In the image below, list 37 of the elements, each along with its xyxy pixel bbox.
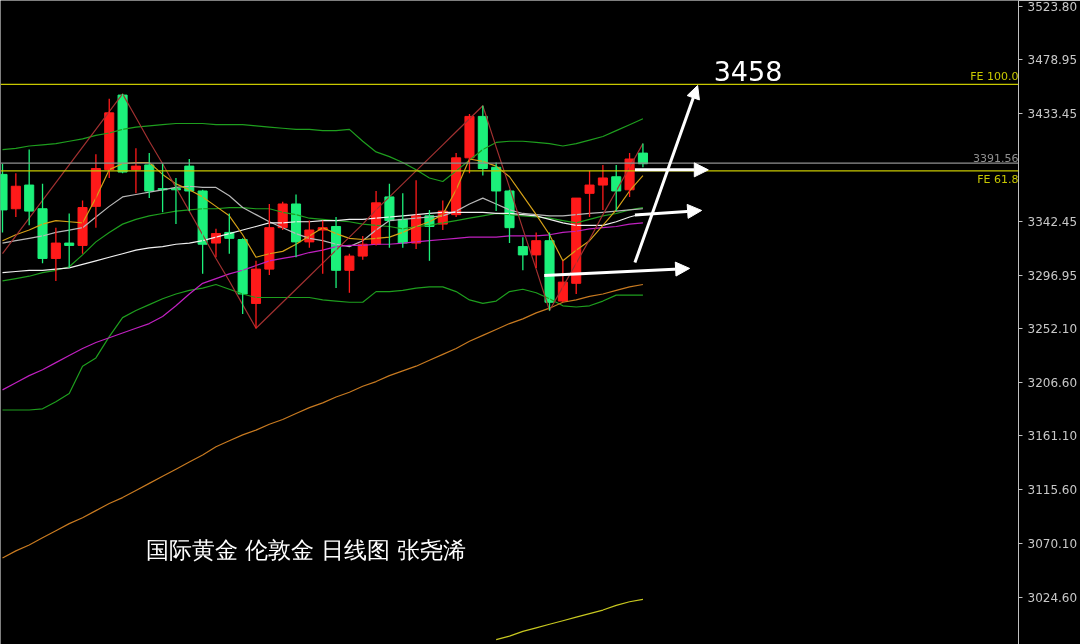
candlestick	[517, 236, 528, 271]
y-tick-label: 3342.45	[1027, 214, 1078, 229]
candlestick	[237, 237, 248, 315]
line-series	[1, 158, 644, 262]
line-series	[495, 598, 644, 641]
line-series	[1, 118, 644, 183]
line-series	[1, 222, 644, 391]
candlestick	[544, 231, 555, 312]
y-tick-label: 3115.60	[1027, 483, 1078, 498]
ref-line-label: FE 61.8	[977, 172, 1019, 186]
candlestick	[264, 203, 275, 276]
y-tick-label: 3206.60	[1027, 375, 1078, 390]
y-tick-label: 3070.10	[1027, 537, 1078, 552]
line-series	[1, 206, 644, 282]
candlestick	[77, 199, 88, 255]
candlestick	[531, 231, 542, 269]
candlestick	[464, 113, 475, 174]
candlestick	[344, 253, 355, 294]
line-series	[1, 185, 644, 248]
y-tick-label: 3252.10	[1027, 321, 1078, 336]
annotation: 国际黄金 伦敦金 日线图 张尧浠	[145, 536, 467, 563]
annotation: 3458	[713, 56, 783, 88]
candlestick	[64, 212, 75, 269]
y-tick-label: 3523.80	[1027, 0, 1078, 15]
y-tick-label: 3433.45	[1027, 107, 1078, 121]
candlestick	[584, 170, 595, 218]
line-series	[1, 283, 644, 411]
line-series	[1, 93, 644, 329]
y-tick-label: 3024.60	[1027, 591, 1078, 605]
ref-line-label: FE 100.0	[970, 70, 1019, 84]
y-tick-label: 3296.95	[1027, 268, 1078, 283]
candlestick	[24, 148, 35, 226]
y-tick-label: 3161.10	[1027, 429, 1078, 444]
y-tick-label: 3478.95	[1027, 53, 1078, 68]
ref-line-label: 3391.56	[973, 152, 1019, 166]
candlestick	[37, 183, 48, 264]
candlestick	[117, 93, 128, 174]
